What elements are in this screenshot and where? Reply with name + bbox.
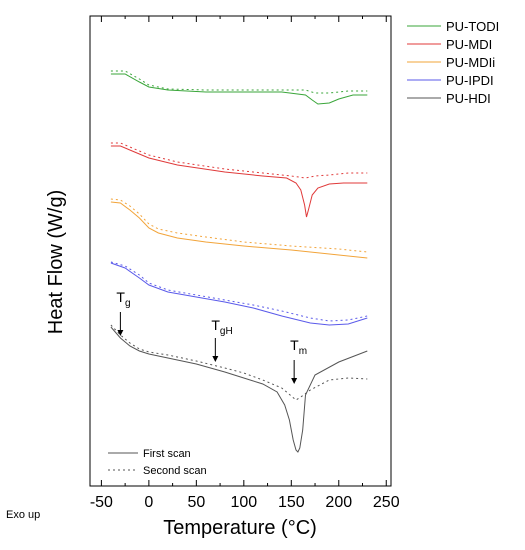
t-gh-label: TgH <box>211 317 232 337</box>
x-tick-label: 150 <box>278 494 305 511</box>
t-gh-arrow-head <box>212 356 219 362</box>
legend-label-pu-ipdi: PU-IPDI <box>446 73 494 88</box>
exo-up-label: Exo up <box>6 509 40 521</box>
scan-legend: First scan Second scan <box>108 448 207 477</box>
pu-todi-second-scan-line <box>110 70 368 94</box>
t-g-arrow-head <box>117 330 124 336</box>
y-axis-title: Heat Flow (W/g) <box>45 190 67 334</box>
first-scan-label: First scan <box>143 448 191 460</box>
x-tick-label: 100 <box>230 494 257 511</box>
t-m-arrow-head <box>291 378 298 384</box>
x-tick-label: 250 <box>373 494 400 511</box>
pu-hdi-second-scan-line <box>110 324 368 401</box>
legend-label-pu-todi: PU-TODI <box>446 19 499 34</box>
annotations: Tg TgH Tm <box>116 289 307 384</box>
x-axis-title: Temperature (°C) <box>163 517 317 539</box>
t-m-label: Tm <box>290 337 307 357</box>
pu-ipdi-first-scan-line <box>110 262 368 326</box>
pu-mdii-second-scan-line <box>110 198 368 253</box>
pu-todi-first-scan-line <box>110 73 368 105</box>
pu-mdi-first-scan-line <box>110 145 368 218</box>
second-scan-label: Second scan <box>143 465 207 477</box>
pu-mdii-first-scan-line <box>110 201 368 259</box>
legend-label-pu-mdii: PU-MDIi <box>446 55 495 70</box>
x-tick-labels: -50 0 50 100 150 200 250 <box>90 494 400 511</box>
legend-label-pu-hdi: PU-HDI <box>446 91 491 106</box>
pu-hdi-first-scan-line <box>110 326 368 453</box>
bottom-ticks <box>100 480 387 486</box>
t-g-label: Tg <box>116 289 130 309</box>
plot-frame <box>89 15 392 487</box>
pu-mdi-second-scan-line <box>110 142 368 179</box>
x-tick-label: -50 <box>90 494 113 511</box>
legend-label-pu-mdi: PU-MDI <box>446 37 492 52</box>
x-tick-label: 0 <box>144 494 153 511</box>
x-tick-label: 200 <box>325 494 352 511</box>
series-legend: PU-TODI PU-MDI PU-MDIi PU-IPDI PU-HDI <box>407 19 499 106</box>
curves <box>110 70 368 453</box>
top-ticks <box>100 16 387 22</box>
x-tick-label: 50 <box>187 494 205 511</box>
pu-ipdi-second-scan-line <box>110 261 368 322</box>
